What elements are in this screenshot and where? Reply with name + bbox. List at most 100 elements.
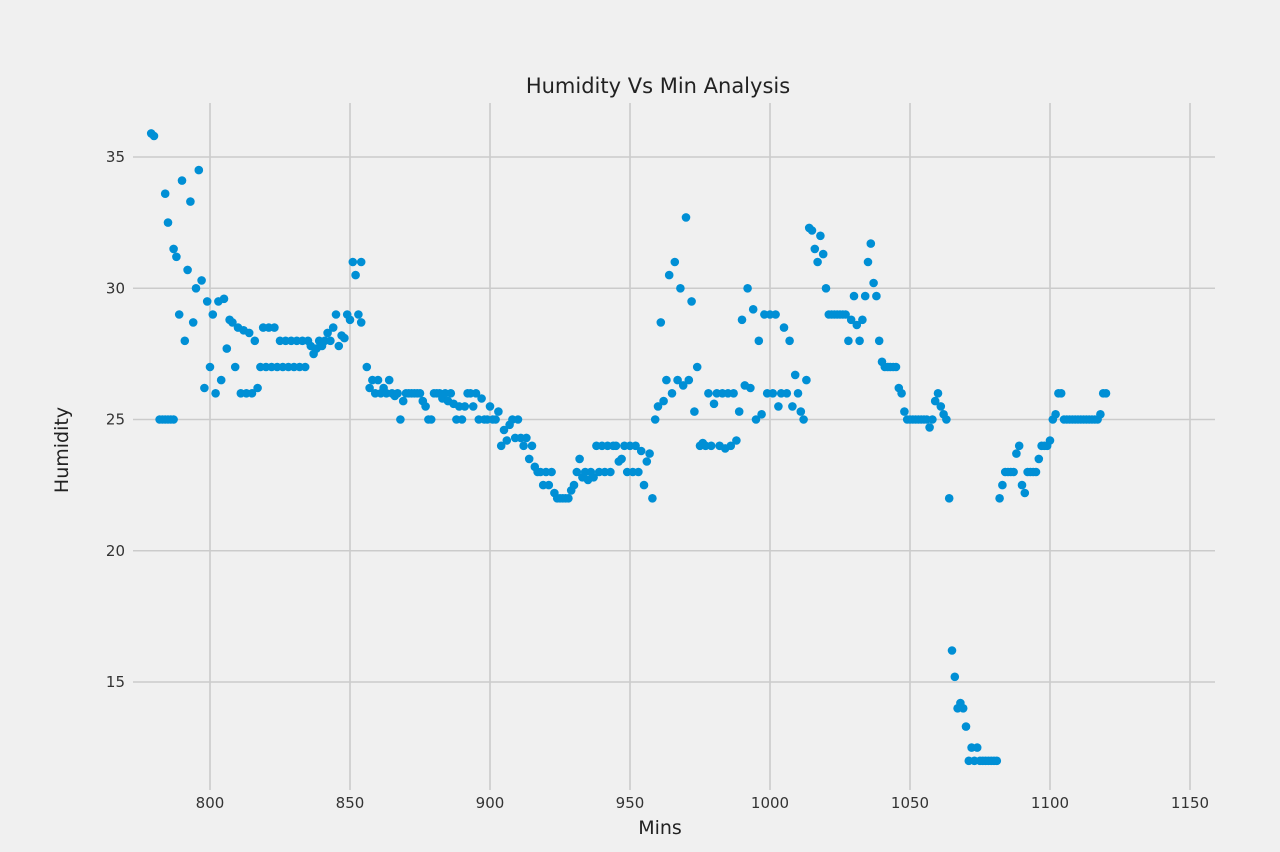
data-point [300,362,310,372]
data-point [944,494,954,503]
data-point [788,402,797,411]
x-axis-label: Mins [638,817,682,839]
data-point [186,197,195,206]
data-point [544,480,554,490]
data-point [323,328,332,338]
data-point [188,318,198,327]
data-point [866,239,876,248]
data-point [684,375,694,385]
data-point [216,375,226,385]
data-point [930,396,940,406]
data-point [202,297,212,306]
data-point [796,407,806,416]
y-tick-label: 20 [106,542,125,560]
data-point [846,315,856,325]
data-point [205,362,215,372]
data-point [194,165,204,175]
data-point [163,218,173,227]
data-point [757,410,766,419]
data-point [653,402,663,411]
data-point [1009,467,1018,477]
data-point [818,249,828,259]
data-point [1012,449,1021,458]
data-point [751,415,761,424]
data-point [729,389,738,398]
x-tick-label: 800 [196,794,225,812]
data-point [942,415,951,424]
data-point [928,415,937,424]
data-point [496,441,506,451]
data-point [149,131,159,141]
data-point [972,743,982,752]
data-point [844,336,853,346]
data-point [230,362,240,372]
data-point [790,370,800,380]
data-point [816,231,825,241]
data-point [925,423,934,432]
data-point [572,467,582,477]
data-point [746,383,755,393]
x-tick-label: 900 [476,794,505,812]
data-point [664,270,674,280]
data-point [348,257,358,267]
data-point [737,315,747,325]
data-point [384,375,394,385]
data-point [172,252,181,262]
data-point [365,383,374,393]
data-point [180,336,190,346]
data-point [494,407,503,416]
data-point [1031,467,1041,477]
data-point [253,383,262,393]
data-point [356,318,366,327]
data-point [687,297,696,306]
y-tick-label: 30 [106,279,125,297]
data-point [362,362,372,372]
data-point [645,449,654,458]
data-point [799,415,808,424]
y-tick-label: 35 [106,148,125,166]
data-point [639,480,649,490]
data-point [589,473,598,482]
data-point [446,389,456,398]
data-point [351,270,360,280]
data-point [575,454,584,464]
data-point [247,389,257,398]
data-point [642,457,652,466]
data-point [191,284,201,293]
data-point [200,383,209,393]
data-point [754,336,764,346]
data-point [785,336,794,346]
grid-lines [133,103,1215,790]
data-point [564,494,573,503]
data-point [992,756,1002,766]
data-point [810,244,820,254]
data-point [222,344,232,353]
data-point [211,389,220,398]
data-point [524,454,534,464]
data-point [1096,410,1105,419]
data-point [491,415,500,424]
data-point [415,389,425,398]
data-point [1045,436,1055,445]
data-point [373,375,383,385]
x-tick-label: 1000 [751,794,789,812]
data-point [1014,441,1024,451]
data-point [331,310,341,319]
data-point [897,389,906,398]
data-point [667,389,677,398]
x-tick-label: 1100 [1031,794,1069,812]
data-point [771,310,780,319]
data-point [1101,389,1111,398]
data-point [174,310,184,319]
data-point [606,467,615,477]
data-point [821,284,831,293]
data-point [958,704,968,713]
data-point [860,291,870,301]
data-point [1020,488,1030,498]
x-tick-label: 950 [616,794,645,812]
data-point [345,315,355,325]
chart-title: Humidity Vs Min Analysis [526,74,790,98]
data-point [869,278,878,288]
data-point [891,362,901,372]
data-point [656,318,666,327]
